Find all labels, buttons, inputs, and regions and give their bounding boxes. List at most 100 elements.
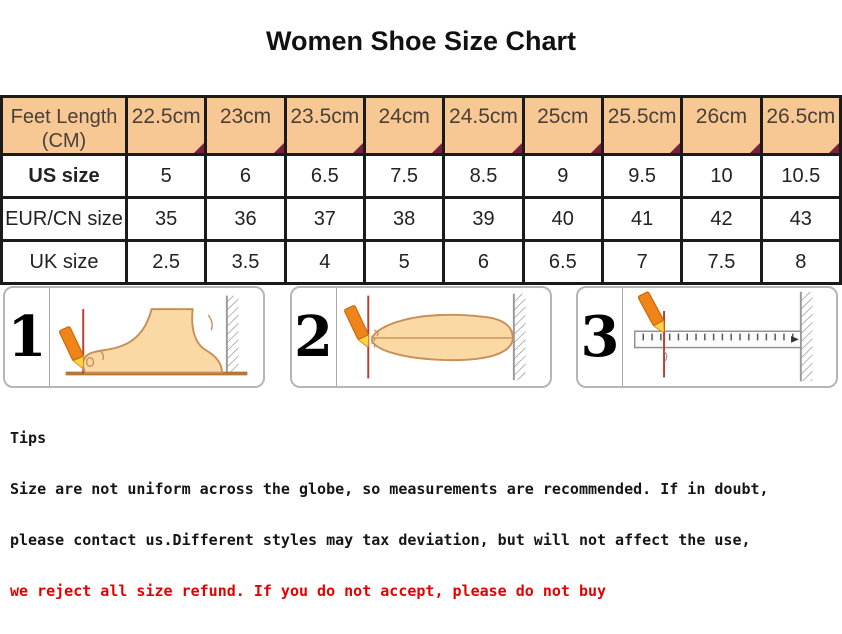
column-header-label: 24.5cm (449, 105, 518, 128)
step-3-number: 3 (578, 288, 623, 386)
table-cell: 9 (521, 153, 604, 199)
pencil-icon (637, 291, 665, 334)
step-1-panel: 1 (3, 286, 265, 388)
toe-crease (100, 350, 105, 361)
ruler-measure-drawing (633, 291, 813, 382)
comment-triangle-icon (273, 143, 283, 152)
toe-crease (373, 329, 379, 337)
column-header-label: 23cm (219, 105, 272, 128)
comment-triangle-icon (670, 143, 679, 152)
column-header-24-5cm: 24.5cm (442, 95, 525, 156)
column-header-label: 25cm (537, 105, 589, 128)
ruler-end-arrow (791, 336, 799, 343)
column-header-23-5cm: 23.5cm (283, 95, 366, 156)
wall-hatch (226, 295, 239, 374)
step-2-panel: 2 (289, 286, 552, 388)
feet-length-label-line2: (CM) (41, 130, 87, 152)
step-2-illustration (337, 288, 550, 386)
toe-crease (370, 342, 375, 348)
column-header-label: 26.5cm (766, 105, 836, 128)
step-1-illustration (50, 288, 263, 386)
step-3-illustration (623, 288, 836, 386)
table-cell: 42 (680, 196, 763, 242)
table-cell: 8 (759, 239, 842, 285)
table-cell: 7 (600, 239, 684, 285)
table-cell: 40 (521, 196, 604, 242)
table-cell: 7.5 (680, 239, 763, 285)
table-cell: 6.5 (283, 153, 366, 199)
tips-section: Tips Size are not uniform across the glo… (10, 396, 769, 634)
column-header-label: 24cm (378, 105, 430, 128)
table-cell: 36 (204, 196, 287, 242)
comment-triangle-icon (432, 143, 441, 152)
pencil-icon (343, 305, 369, 348)
size-chart-page: Women Shoe Size Chart Feet Length (CM) 2… (0, 26, 842, 600)
toe-crease (370, 335, 375, 342)
foot-side-shape (82, 308, 223, 374)
comment-triangle-icon (829, 143, 838, 152)
tips-line-1: Size are not uniform across the globe, s… (10, 480, 769, 498)
mark-squiggle (663, 350, 668, 362)
column-header-23cm: 23cm (204, 95, 287, 156)
table-cell: 38 (362, 196, 446, 242)
foot-top-view-drawing (343, 293, 526, 381)
step-1-number: 1 (5, 288, 50, 386)
us-size-row-label: US size (0, 153, 128, 199)
table-cell: 5 (362, 239, 446, 285)
comment-triangle-icon (511, 143, 521, 152)
size-table: Feet Length (CM) 22.5cm 23cm 23.5cm 24cm… (0, 95, 842, 285)
pencil-icon (58, 326, 85, 369)
step-2-number: 2 (292, 288, 337, 386)
comment-triangle-icon (352, 143, 362, 152)
table-cell: 10.5 (759, 153, 842, 199)
table-cell: 6 (204, 153, 287, 199)
ruler (633, 330, 802, 349)
tips-heading: Tips (10, 429, 47, 447)
table-cell: 3.5 (204, 239, 287, 285)
ankle-crease (207, 314, 213, 331)
uk-size-row-label: UK size (0, 239, 128, 285)
table-cell: 5 (124, 153, 208, 199)
foot-side-view-drawing (58, 295, 248, 376)
table-cell: 35 (124, 196, 208, 242)
table-cell: 8.5 (442, 153, 525, 199)
table-cell: 41 (600, 196, 684, 242)
tips-line-2: please contact us.Different styles may t… (10, 531, 751, 549)
column-header-22-5cm: 22.5cm (124, 95, 208, 156)
table-cell: 7.5 (362, 153, 446, 199)
eur-cn-size-row: EUR/CN size 35 36 37 38 39 40 41 42 43 (0, 196, 842, 242)
column-header-25-5cm: 25.5cm (600, 95, 684, 156)
comment-triangle-icon (194, 143, 203, 152)
table-cell: 39 (442, 196, 525, 242)
step-3-panel: 3 (576, 286, 838, 388)
us-size-row: US size 5 6 6.5 7.5 8.5 9 9.5 10 10.5 (0, 153, 842, 199)
comment-triangle-icon (590, 143, 600, 152)
wall-hatch (800, 291, 813, 382)
column-header-25cm: 25cm (521, 95, 604, 156)
comment-triangle-icon (749, 143, 759, 152)
tips-warning-line: we reject all size refund. If you do not… (10, 582, 607, 600)
table-cell: 6 (442, 239, 525, 285)
feet-length-label-line1: Feet Length (10, 106, 118, 128)
table-cell: 37 (283, 196, 366, 242)
column-header-24cm: 24cm (362, 95, 446, 156)
wall-hatch (513, 293, 526, 381)
table-header-row: Feet Length (CM) 22.5cm 23cm 23.5cm 24cm… (0, 95, 842, 156)
column-header-label: 22.5cm (131, 105, 201, 128)
table-cell: 4 (283, 239, 366, 285)
table-cell: 10 (680, 153, 763, 199)
uk-size-row: UK size 2.5 3.5 4 5 6 6.5 7 7.5 8 (0, 239, 842, 285)
table-cell: 6.5 (521, 239, 604, 285)
table-cell: 43 (759, 196, 842, 242)
toenail-detail (85, 356, 95, 367)
column-header-label: 23.5cm (290, 105, 360, 128)
feet-length-header: Feet Length (CM) (0, 95, 128, 156)
column-header-label: 26cm (695, 105, 748, 128)
eur-cn-size-row-label: EUR/CN size (0, 196, 128, 242)
table-cell: 9.5 (600, 153, 684, 199)
column-header-label: 25.5cm (607, 105, 677, 128)
table-cell: 2.5 (124, 239, 208, 285)
column-header-26-5cm: 26.5cm (759, 95, 842, 156)
measurement-steps: 1 (3, 286, 838, 388)
column-header-26cm: 26cm (680, 95, 763, 156)
